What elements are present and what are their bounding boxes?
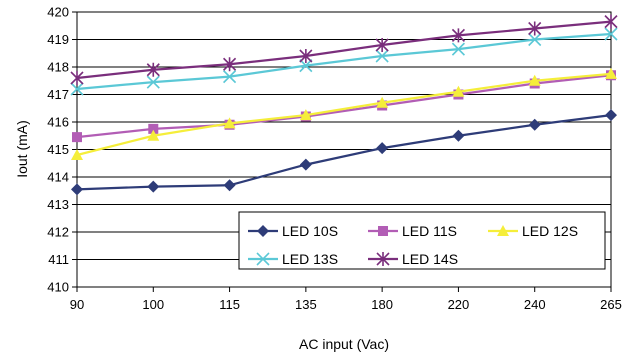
x-tick-label: 100 (142, 297, 164, 312)
point-led-12s (299, 109, 312, 121)
point-led-10s (452, 129, 465, 142)
point-led-11s (148, 123, 159, 134)
x-tick-label: 220 (448, 297, 470, 312)
point-led-13s (451, 42, 465, 56)
point-led-12s (452, 85, 465, 97)
y-tick-labels: 410 411 412 413 414 415 416 417 418 419 420 (47, 5, 69, 295)
y-tick-label: 416 (47, 115, 69, 130)
x-tick-labels: 90 100 115 135 180 220 240 265 (70, 287, 622, 312)
point-led-14s (223, 57, 237, 72)
point-led-12s (605, 67, 617, 79)
point-led-14s (528, 21, 542, 36)
legend-marker (378, 226, 388, 236)
series-led-14s (70, 14, 618, 85)
point-led-13s (604, 27, 618, 41)
point-led-14s (299, 49, 313, 63)
y-axis-label: Iout (mA) (14, 120, 30, 178)
point-led-13s (70, 82, 84, 96)
y-tick-label: 417 (47, 87, 69, 102)
point-led-10s (299, 158, 312, 171)
legend-marker (256, 252, 270, 266)
point-led-10s (376, 142, 389, 155)
line-led-13s (76, 32, 612, 91)
legend-item-led-10s: LED 10S (248, 223, 338, 239)
line-led-14s (76, 20, 612, 80)
y-tick-label: 420 (47, 5, 69, 20)
series-led-13s (70, 27, 618, 96)
point-led-14s (451, 28, 465, 43)
point-led-10s (223, 179, 236, 192)
legend-marker (376, 252, 390, 266)
point-led-12s (528, 74, 541, 86)
gridlines (72, 11, 611, 288)
x-tick-label: 90 (70, 297, 84, 312)
point-led-10s (528, 118, 541, 131)
line-led-11s (76, 74, 612, 139)
point-led-13s (528, 32, 542, 47)
y-tick-label: 412 (47, 225, 69, 240)
legend-marker (257, 225, 269, 237)
y-tick-label: 415 (47, 142, 69, 157)
point-led-10s (605, 109, 617, 122)
legend-item-led-12s: LED 12S (488, 223, 578, 239)
x-tick-label: 115 (219, 297, 240, 312)
y-tick-label: 413 (47, 197, 69, 212)
y-tick-label: 410 (47, 280, 69, 295)
point-led-10s (147, 180, 160, 193)
legend-label: LED 11S (402, 223, 457, 239)
legend: LED 10S LED 11S LED 12S LED 13S LED 14S (238, 211, 606, 270)
point-led-12s (71, 149, 83, 160)
series-led-12s (71, 67, 617, 160)
point-led-12s (147, 129, 160, 141)
y-tick-label: 418 (47, 60, 69, 75)
line-led-12s (76, 72, 612, 157)
x-axis-label: AC input (Vac) (299, 336, 389, 352)
legend-label: LED 14S (402, 251, 458, 267)
y-tick-label: 414 (47, 170, 69, 185)
point-led-14s (604, 14, 618, 29)
point-led-12s (223, 117, 236, 129)
point-led-13s (223, 70, 237, 84)
series-lines (70, 14, 618, 196)
x-tick-label: 180 (371, 297, 393, 312)
point-led-12s (376, 96, 389, 108)
legend-item-led-13s: LED 13S (248, 251, 338, 267)
legend-label: LED 13S (282, 251, 338, 267)
line-led-10s (76, 114, 612, 191)
point-led-14s (70, 71, 84, 85)
point-led-13s (375, 49, 389, 63)
y-tick-label: 411 (48, 252, 69, 267)
point-led-13s (299, 59, 313, 73)
legend-item-led-11s: LED 11S (368, 223, 457, 239)
legend-item-led-14s: LED 14S (368, 251, 458, 267)
legend-box (238, 211, 606, 270)
y-tick-label: 419 (47, 32, 69, 47)
point-led-14s (375, 38, 389, 52)
point-led-14s (146, 62, 160, 77)
x-tick-label: 135 (295, 297, 317, 312)
x-tick-label: 240 (524, 297, 546, 312)
point-led-11s (72, 132, 82, 143)
series-led-10s (71, 109, 617, 196)
legend-marker (497, 225, 509, 236)
legend-label: LED 10S (282, 223, 338, 239)
x-tick-label: 265 (600, 297, 622, 312)
point-led-13s (146, 75, 160, 89)
legend-label: LED 12S (522, 223, 578, 239)
point-led-10s (71, 183, 83, 196)
